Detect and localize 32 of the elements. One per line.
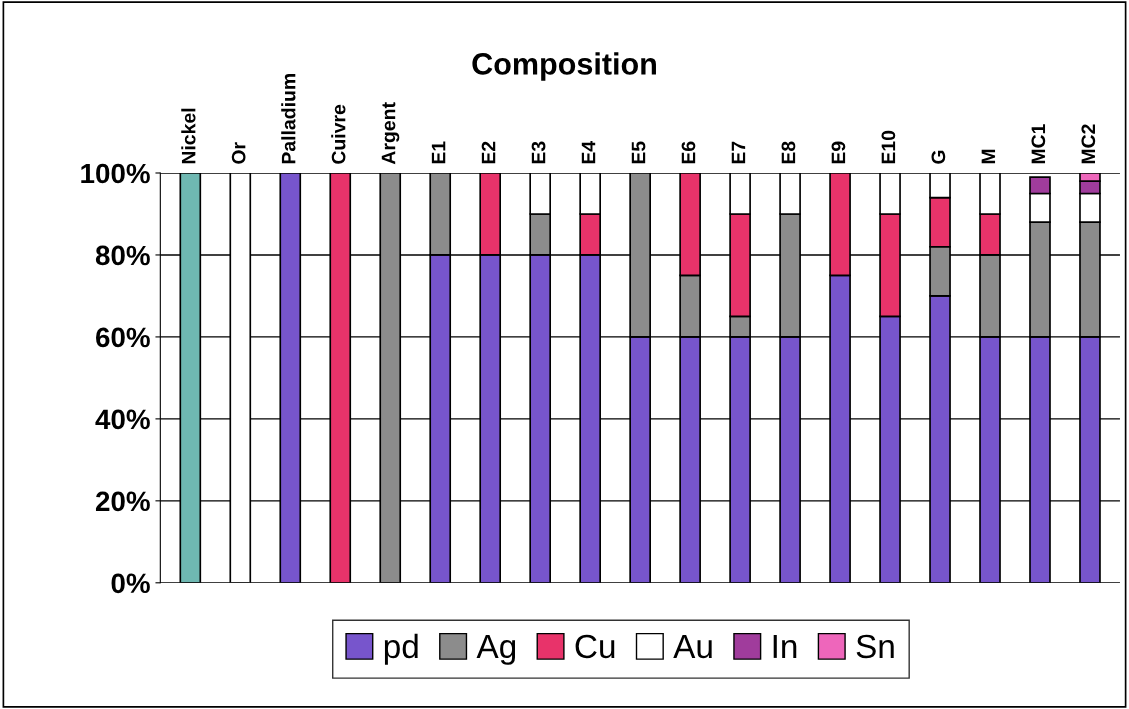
x-tick-label: E1 xyxy=(431,141,446,164)
y-tick-label: 0% xyxy=(111,573,150,594)
x-tick-label: E9 xyxy=(831,141,846,164)
y-tick-label: 80% xyxy=(95,245,150,266)
y-tick-label: 60% xyxy=(96,327,150,348)
legend-label: pd xyxy=(384,633,418,665)
legend-label: In xyxy=(773,634,797,658)
x-tick-label: E3 xyxy=(531,141,546,164)
y-tick-label: 40% xyxy=(95,409,150,430)
x-tick-label: M xyxy=(981,149,996,164)
x-tick-label: G xyxy=(931,150,946,164)
legend-label: Au xyxy=(673,634,712,659)
x-tick-label: E8 xyxy=(781,141,796,164)
y-tick-label: 100% xyxy=(81,163,150,184)
x-tick-label: MC1 xyxy=(1031,124,1046,164)
y-tick-label: 20% xyxy=(95,491,150,512)
legend-label: Sn xyxy=(856,634,894,659)
x-tick-label: MC2 xyxy=(1081,124,1096,164)
legend-label: Ag xyxy=(476,634,516,665)
x-tick-label: E7 xyxy=(731,141,746,164)
chart-title: Composition xyxy=(472,52,656,81)
x-tick-label: E2 xyxy=(481,141,496,164)
x-tick-label: Or xyxy=(231,142,246,164)
x-tick-label: E10 xyxy=(881,130,896,164)
x-tick-label: E4 xyxy=(581,140,596,164)
x-tick-label: E6 xyxy=(681,141,696,164)
x-tick-label: Nickel xyxy=(181,108,196,164)
x-tick-label: Argent xyxy=(381,102,400,165)
x-tick-label: Palladium xyxy=(281,74,296,164)
x-tick-label: E5 xyxy=(631,141,646,164)
x-tick-label: Cuivre xyxy=(331,104,346,164)
legend-label: Cu xyxy=(575,634,615,659)
